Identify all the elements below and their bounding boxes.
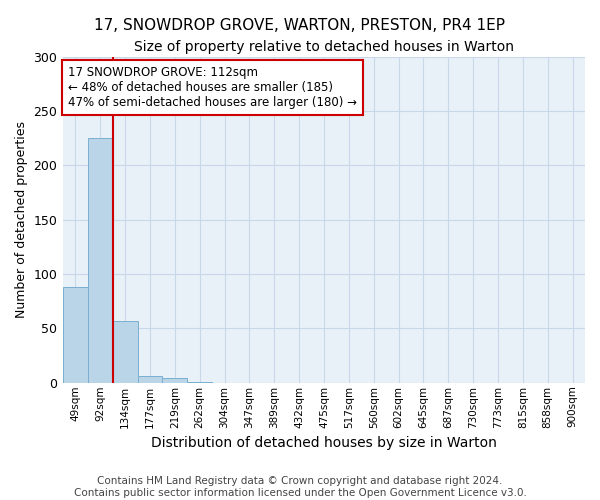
Bar (63, 287, 88, 383)
Title: Size of property relative to detached houses in Warton: Size of property relative to detached ho… (134, 40, 514, 54)
Bar (88, 138, 113, 383)
Text: 17 SNOWDROP GROVE: 112sqm
← 48% of detached houses are smaller (185)
47% of semi: 17 SNOWDROP GROVE: 112sqm ← 48% of detac… (68, 66, 357, 110)
Text: Contains HM Land Registry data © Crown copyright and database right 2024.
Contai: Contains HM Land Registry data © Crown c… (74, 476, 526, 498)
Text: 17, SNOWDROP GROVE, WARTON, PRESTON, PR4 1EP: 17, SNOWDROP GROVE, WARTON, PRESTON, PR4… (95, 18, 505, 32)
Y-axis label: Number of detached properties: Number of detached properties (15, 121, 28, 318)
X-axis label: Distribution of detached houses by size in Warton: Distribution of detached houses by size … (151, 436, 497, 450)
Bar (163, 378, 187, 383)
Bar (113, 321, 137, 383)
Bar (187, 382, 212, 383)
Bar (137, 376, 163, 383)
